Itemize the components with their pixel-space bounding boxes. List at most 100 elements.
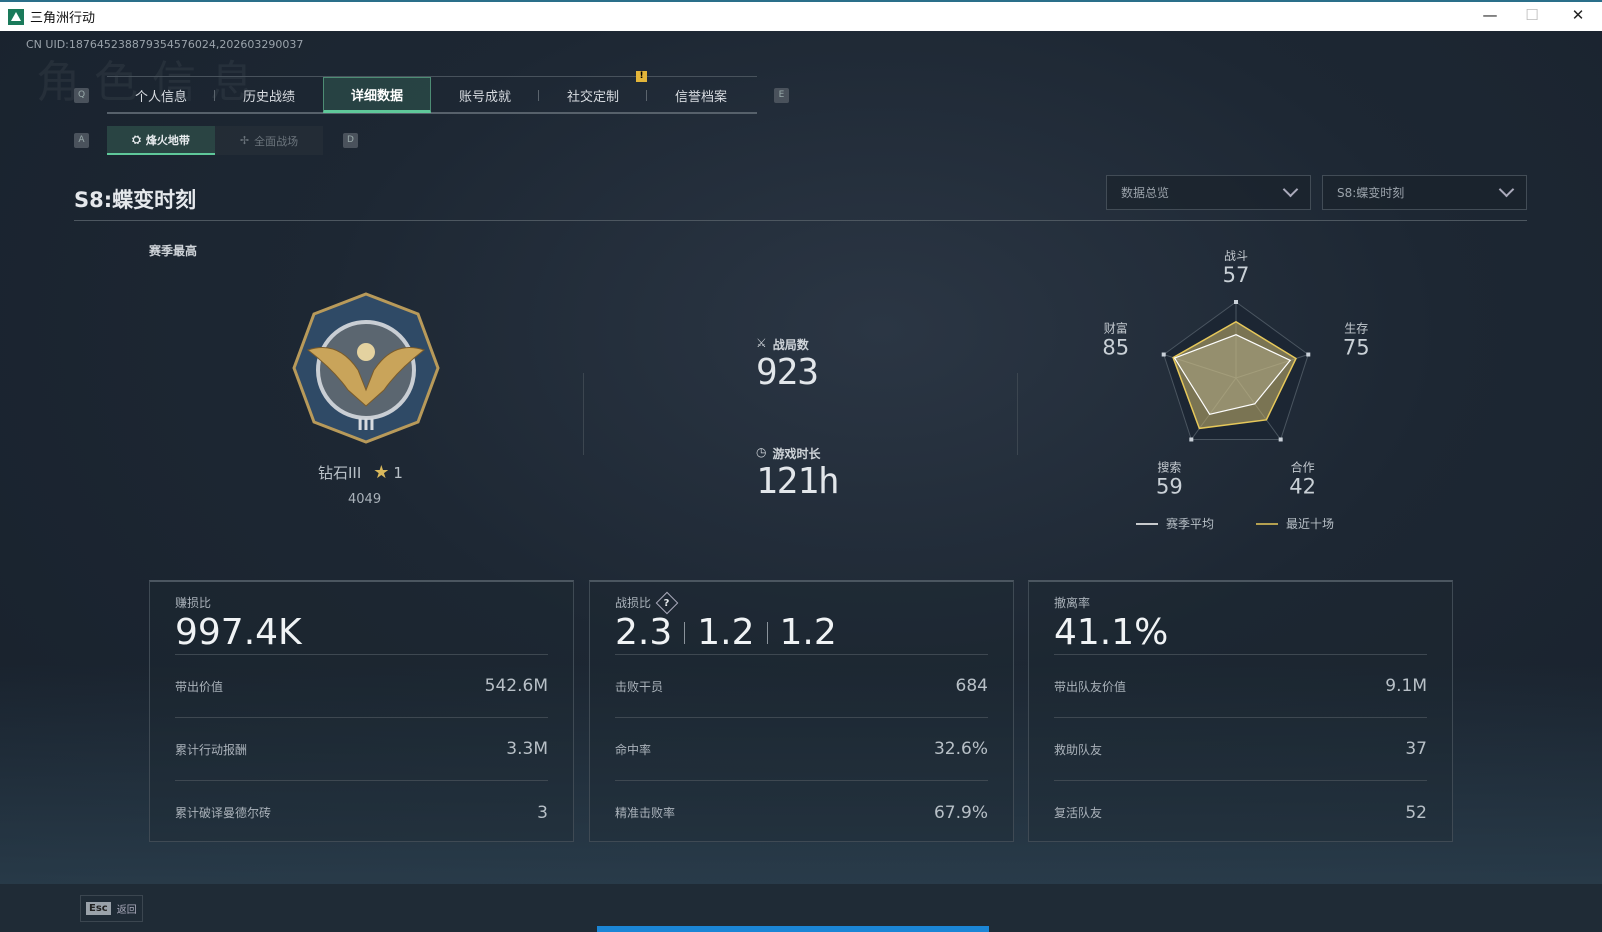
box-title-row: 撤离率 — [1054, 594, 1427, 611]
tab-history[interactable]: 历史战绩 — [215, 77, 323, 113]
tab-achievements[interactable]: 账号成就 — [431, 77, 539, 113]
stat-row: 带出价值 542.6M — [175, 655, 548, 718]
stat-value: 684 — [955, 676, 988, 696]
tab-personal-info[interactable]: 个人信息 — [107, 77, 215, 113]
box-title: 撤离率 — [1054, 596, 1091, 610]
notification-badge: ! — [636, 71, 647, 82]
loading-bar — [597, 926, 989, 932]
prev-tab-key[interactable]: Q — [74, 88, 89, 103]
maximize-button[interactable]: ☐ — [1525, 6, 1539, 24]
stat-label: 击败干员 — [615, 679, 664, 694]
stat-value: 52 — [1405, 802, 1427, 823]
rank-stars: 1 — [393, 463, 403, 482]
next-tab-key[interactable]: E — [774, 88, 789, 103]
playtime-label: 游戏时长 — [772, 447, 821, 461]
tab-credit[interactable]: 信誉档案 — [647, 77, 755, 113]
esc-key: Esc — [86, 902, 111, 915]
stat-box: 赚损比 997.4K 带出价值 542.6M 累计行动报酬 3.3M 累计破译曼德尔砖 3 — [149, 580, 574, 842]
stat-value: 3 — [537, 802, 548, 823]
watermark-text: 角色信息 — [36, 57, 268, 108]
subtab-flame-zone[interactable]: ⛭ 烽火地带 — [107, 126, 215, 155]
stat-label: 带出价值 — [175, 679, 224, 694]
tab-detailed-data[interactable]: 详细数据 — [323, 77, 431, 113]
stat-row: 击败干员 684 — [615, 655, 988, 718]
separator — [766, 621, 768, 644]
window-title: 三角洲行动 — [30, 11, 96, 26]
playtime-label-row: ◷ 游戏时长 — [756, 445, 821, 462]
mode-tabs: ⛭ 烽火地带 ✢ 全面战场 — [107, 126, 323, 155]
radar-vertex — [1234, 300, 1238, 304]
box-main-value: 997.4K — [175, 611, 548, 655]
box-title-row: 战损比? — [615, 591, 988, 614]
divider — [1017, 373, 1018, 455]
tab-social[interactable]: 社交定制 — [539, 77, 647, 113]
main-area — [0, 31, 1602, 884]
app-logo-icon — [8, 8, 24, 25]
stat-row: 命中率 32.6% — [615, 718, 988, 781]
radar-value-label: 59 — [1156, 474, 1183, 498]
matches-value: 923 — [756, 352, 819, 393]
matches-label: 战局数 — [772, 338, 809, 352]
radar-vertex — [1306, 352, 1311, 357]
matches-label-row: ⚔ 战局数 — [756, 336, 809, 353]
radar-axis-label: 搜索 — [1157, 459, 1181, 474]
stat-row: 累计破译曼德尔砖 3 — [175, 781, 548, 844]
window-titlebar: 三角洲行动 — ☐ ✕ — [0, 0, 1602, 31]
main-tabs: 个人信息 历史战绩 详细数据 账号成就 社交定制 信誉档案 — [107, 76, 757, 114]
stat-value: 542.6M — [484, 676, 548, 696]
legend-label: 最近十场 — [1286, 517, 1334, 531]
battlefield-icon: ✢ — [239, 134, 250, 147]
data-view-dropdown[interactable]: 数据总览 — [1106, 175, 1311, 210]
tab-label: 社交定制 — [566, 89, 619, 105]
star-icon: ★ — [373, 462, 390, 483]
subtab-battlefield[interactable]: ✢ 全面战场 — [215, 126, 323, 155]
big-value: 1.2 — [697, 611, 755, 653]
rank-medal-icon: III — [292, 292, 440, 444]
back-button[interactable]: Esc 返回 — [80, 895, 143, 922]
flame-zone-icon: ⛭ — [132, 132, 141, 146]
svg-text:III: III — [357, 415, 375, 434]
chevron-down-icon — [1498, 181, 1515, 198]
tab-label: 详细数据 — [350, 88, 403, 104]
big-value: 997.4K — [175, 611, 302, 653]
season-dropdown[interactable]: S8:蝶变时刻 — [1322, 175, 1527, 210]
stat-label: 累计行动报酬 — [175, 742, 248, 757]
big-value: 2.3 — [615, 611, 673, 653]
close-button[interactable]: ✕ — [1571, 6, 1585, 24]
prev-subtab-key[interactable]: A — [74, 133, 89, 148]
legend-label: 赛季平均 — [1166, 516, 1214, 531]
stat-row: 精准击败率 67.9% — [615, 781, 988, 844]
stat-label: 累计破译曼德尔砖 — [175, 806, 272, 820]
playtime-value: 121h — [756, 461, 840, 502]
stat-box: 战损比? 2.3 1.2 1.2 击败干员 684 命中率 32.6% 精准击败率 67.9% — [589, 580, 1014, 842]
divider — [583, 373, 584, 455]
stat-label: 精准击败率 — [615, 806, 676, 820]
tab-label: 个人信息 — [134, 89, 187, 105]
stat-label: 命中率 — [615, 742, 652, 757]
radar-vertex — [1278, 437, 1283, 442]
stat-row: 救助队友 37 — [1054, 718, 1427, 781]
stat-label: 带出队友价值 — [1054, 679, 1127, 694]
radar-series-season-avg — [1173, 334, 1292, 415]
minimize-button[interactable]: — — [1482, 6, 1498, 24]
back-label: 返回 — [116, 905, 137, 916]
radar-axis-label: 战斗 — [1224, 250, 1248, 263]
stat-row: 复活队友 52 — [1054, 781, 1427, 844]
stat-row: 累计行动报酬 3.3M — [175, 718, 548, 781]
radar-value-label: 42 — [1289, 474, 1316, 498]
radar-axis-label: 合作 — [1291, 459, 1315, 474]
stat-box: 撤离率 41.1% 带出队友价值 9.1M 救助队友 37 复活队友 52 — [1028, 580, 1453, 842]
rank-name-row: 钻石III ★ 1 — [318, 462, 403, 483]
subtab-label: 烽火地带 — [145, 133, 190, 147]
stat-value: 3.3M — [506, 739, 548, 759]
tab-label: 历史战绩 — [242, 89, 295, 105]
big-value: 1.2 — [779, 611, 837, 653]
radar-value-label: 85 — [1102, 336, 1129, 360]
radar-axis-label: 财富 — [1104, 321, 1128, 336]
radar-vertex — [1161, 352, 1166, 357]
next-subtab-key[interactable]: D — [343, 133, 358, 148]
box-title: 战损比 — [615, 596, 652, 610]
bottom-bar — [0, 884, 1602, 932]
separator — [684, 621, 686, 644]
